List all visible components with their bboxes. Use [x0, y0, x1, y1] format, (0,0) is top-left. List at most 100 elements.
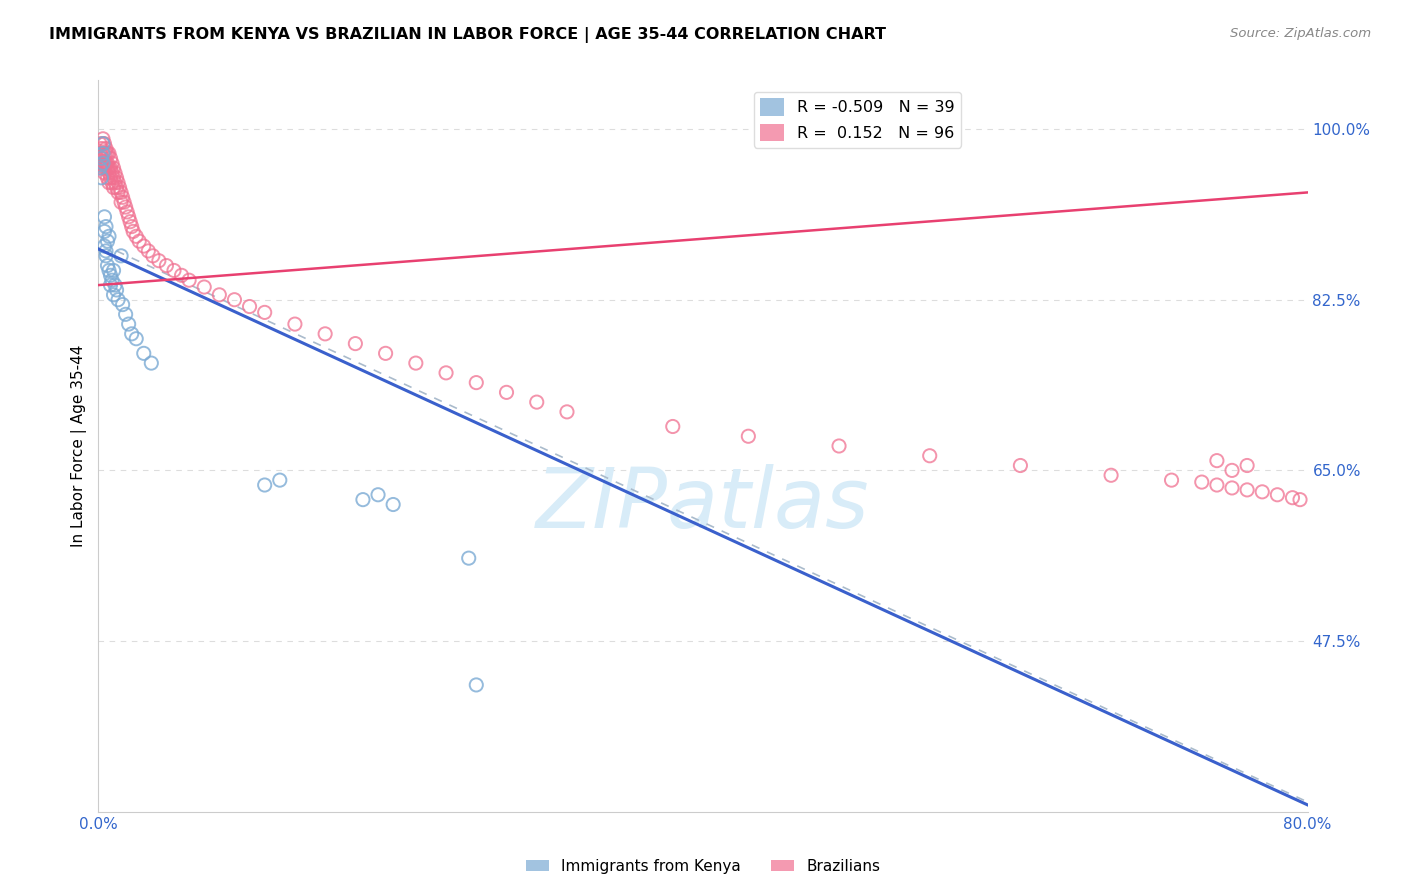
- Point: [122, 224, 145, 238]
- Point: [101, 156, 124, 170]
- Text: IMMIGRANTS FROM KENYA VS BRAZILIAN IN LABOR FORCE | AGE 35-44 CORRELATION CHART: IMMIGRANTS FROM KENYA VS BRAZILIAN IN LA…: [49, 27, 886, 43]
- Point: [90, 170, 112, 185]
- Point: [555, 405, 578, 419]
- Point: [163, 263, 186, 277]
- Point: [141, 356, 163, 370]
- Point: [91, 136, 114, 151]
- Point: [374, 346, 396, 360]
- Point: [100, 268, 122, 283]
- Point: [91, 146, 114, 161]
- Point: [314, 326, 336, 341]
- Point: [89, 161, 111, 175]
- Point: [105, 283, 128, 297]
- Point: [111, 297, 134, 311]
- Point: [100, 278, 122, 293]
- Point: [661, 419, 683, 434]
- Point: [101, 176, 124, 190]
- Point: [405, 356, 427, 370]
- Point: [100, 161, 122, 175]
- Point: [90, 156, 112, 170]
- Point: [104, 278, 127, 293]
- Point: [91, 136, 114, 151]
- Point: [1289, 492, 1312, 507]
- Point: [94, 161, 117, 175]
- Text: Source: ZipAtlas.com: Source: ZipAtlas.com: [1230, 27, 1371, 40]
- Point: [737, 429, 759, 443]
- Point: [495, 385, 517, 400]
- Point: [107, 293, 129, 307]
- Point: [91, 132, 114, 146]
- Point: [170, 268, 193, 283]
- Point: [104, 176, 127, 190]
- Point: [96, 259, 118, 273]
- Point: [1010, 458, 1032, 473]
- Point: [918, 449, 941, 463]
- Point: [269, 473, 291, 487]
- Point: [101, 166, 124, 180]
- Point: [103, 263, 125, 277]
- Point: [132, 239, 155, 253]
- Point: [98, 263, 121, 277]
- Point: [107, 186, 129, 200]
- Point: [132, 346, 155, 360]
- Point: [179, 273, 201, 287]
- Point: [96, 161, 118, 175]
- Point: [1099, 468, 1122, 483]
- Point: [1236, 483, 1258, 497]
- Point: [93, 239, 115, 253]
- Point: [94, 249, 117, 263]
- Point: [118, 317, 141, 331]
- Point: [110, 186, 132, 200]
- Point: [128, 234, 150, 248]
- Point: [115, 205, 138, 219]
- Point: [90, 151, 112, 165]
- Point: [434, 366, 457, 380]
- Point: [98, 146, 121, 161]
- Point: [526, 395, 548, 409]
- Legend: R = -0.509   N = 39, R =  0.152   N = 96: R = -0.509 N = 39, R = 0.152 N = 96: [754, 92, 962, 147]
- Point: [93, 161, 115, 175]
- Point: [98, 176, 121, 190]
- Point: [90, 151, 112, 165]
- Point: [103, 288, 125, 302]
- Point: [90, 161, 112, 175]
- Point: [1206, 478, 1229, 492]
- Legend: Immigrants from Kenya, Brazilians: Immigrants from Kenya, Brazilians: [520, 853, 886, 880]
- Point: [93, 224, 115, 238]
- Point: [344, 336, 367, 351]
- Point: [828, 439, 851, 453]
- Point: [367, 488, 389, 502]
- Point: [465, 376, 488, 390]
- Point: [94, 244, 117, 258]
- Point: [110, 195, 132, 210]
- Point: [98, 166, 121, 180]
- Point: [89, 136, 111, 151]
- Point: [1160, 473, 1182, 487]
- Point: [93, 156, 115, 170]
- Point: [118, 210, 141, 224]
- Point: [193, 280, 215, 294]
- Point: [148, 253, 170, 268]
- Point: [111, 190, 134, 204]
- Point: [107, 176, 129, 190]
- Point: [112, 195, 135, 210]
- Point: [1220, 463, 1243, 477]
- Point: [93, 136, 115, 151]
- Point: [121, 219, 143, 234]
- Point: [382, 498, 405, 512]
- Point: [93, 146, 115, 161]
- Y-axis label: In Labor Force | Age 35-44: In Labor Force | Age 35-44: [72, 345, 87, 547]
- Point: [91, 156, 114, 170]
- Point: [136, 244, 159, 258]
- Point: [1206, 453, 1229, 467]
- Point: [100, 170, 122, 185]
- Point: [91, 146, 114, 161]
- Point: [89, 146, 111, 161]
- Point: [94, 156, 117, 170]
- Point: [1191, 475, 1213, 489]
- Point: [155, 259, 177, 273]
- Point: [1236, 458, 1258, 473]
- Point: [239, 300, 262, 314]
- Point: [104, 166, 127, 180]
- Point: [284, 317, 307, 331]
